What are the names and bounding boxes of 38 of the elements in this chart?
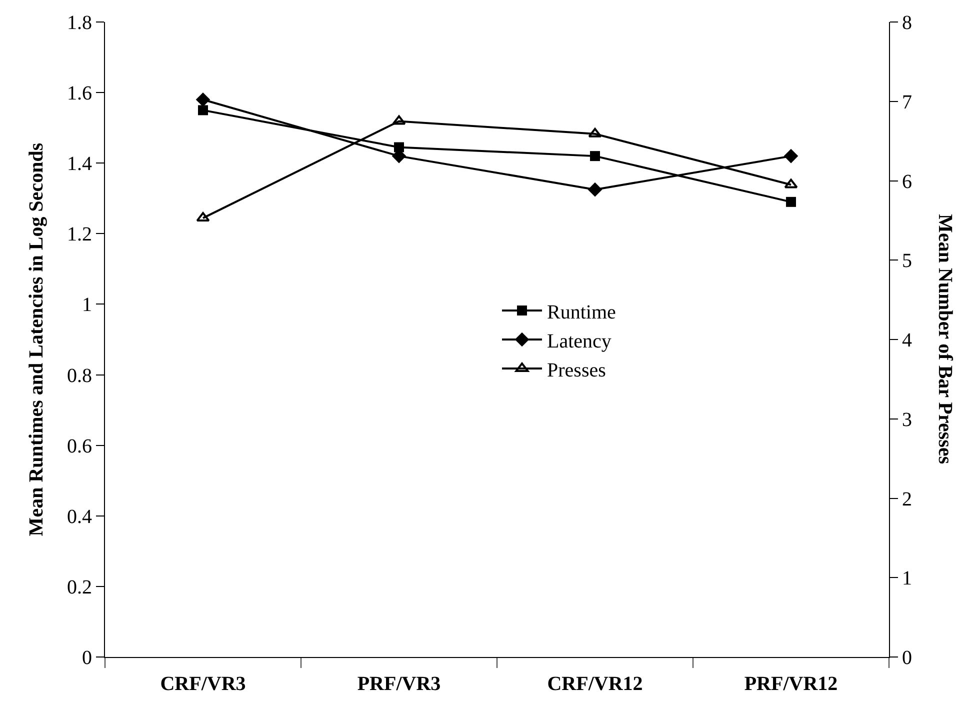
y-tick-label: 1 <box>82 294 92 316</box>
y-axis-title: Mean Runtimes and Latencies in Log Seconds <box>26 142 48 536</box>
y2-tick-label: 8 <box>902 12 912 34</box>
y-tick-label: 0.4 <box>67 506 92 528</box>
y2-tick-label: 6 <box>902 170 912 193</box>
y-tick-label: 0.2 <box>67 576 92 598</box>
y2-tick-label: 7 <box>902 91 912 114</box>
x-tick-label: PRF/VR3 <box>357 673 441 695</box>
point <box>198 105 208 116</box>
y-tick-label: 1.2 <box>67 224 92 246</box>
point <box>784 178 798 188</box>
x-tick-label: CRF/VR12 <box>547 673 643 695</box>
y-tick-label: 1.8 <box>67 12 92 34</box>
y2-tick-label: 5 <box>902 250 912 272</box>
point <box>196 92 210 107</box>
legend-label: Latency <box>547 330 612 352</box>
y-tick-label: 1.4 <box>67 153 92 176</box>
y2-axis-title: Mean Number of Bar Presses <box>934 214 956 464</box>
legend-label: Presses <box>547 359 606 382</box>
y-tick-label: 1.6 <box>67 82 92 105</box>
point <box>784 148 798 164</box>
y2-tick-label: 3 <box>902 408 912 431</box>
point <box>588 128 602 138</box>
x-tick-label: PRF/VR12 <box>744 673 838 695</box>
y-tick-label: 0.6 <box>67 435 92 458</box>
y2-tick-label: 1 <box>902 568 912 590</box>
point <box>590 151 600 162</box>
point <box>786 196 796 207</box>
y2-tick-label: 2 <box>902 488 912 510</box>
y-tick-label: 0 <box>82 647 92 669</box>
point <box>588 182 602 197</box>
y2-tick-label: 0 <box>902 647 912 669</box>
point <box>392 115 406 125</box>
y-tick-label: 0.8 <box>67 364 92 387</box>
x-tick-label: CRF/VR3 <box>160 673 246 695</box>
point <box>196 212 210 222</box>
y2-tick-label: 4 <box>902 330 912 352</box>
legend-label: Runtime <box>547 301 616 324</box>
